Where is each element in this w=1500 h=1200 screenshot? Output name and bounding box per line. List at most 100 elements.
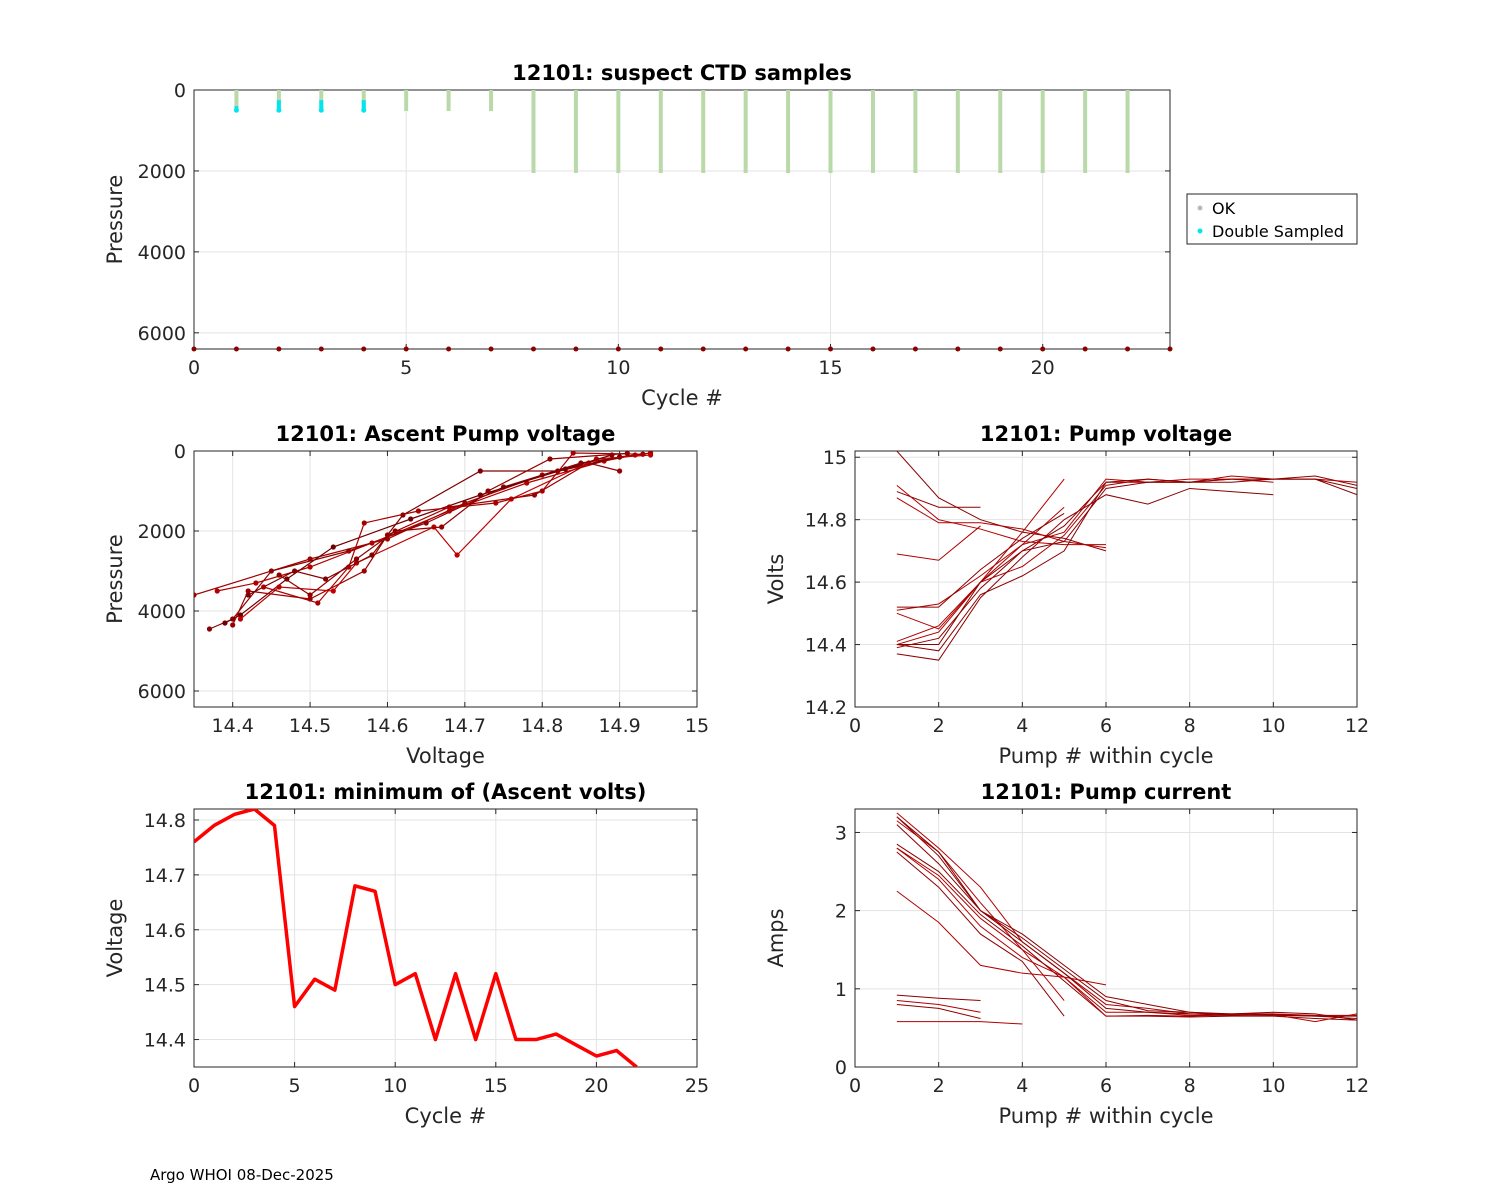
ascent-point	[194, 592, 197, 598]
ascent_volt-xtick-label: 14.8	[521, 715, 563, 737]
ascent-profile-line	[224, 456, 620, 624]
min_volt-axes-box	[193, 808, 698, 1068]
ascent_volt-ytick-label: 2000	[138, 521, 186, 543]
ascent-point	[454, 552, 460, 558]
pump-voltage-line	[896, 506, 1065, 611]
pump-current-line	[896, 851, 1065, 1017]
cycle-marker	[1125, 346, 1131, 352]
min_volt-title: 12101: minimum of (Ascent volts)	[245, 780, 647, 804]
double-sampled-point	[276, 107, 282, 113]
ascent-point	[206, 626, 213, 632]
ascent-point	[307, 592, 313, 598]
cycle-marker	[1082, 346, 1088, 352]
ascent-point	[361, 520, 367, 526]
pump_current-xtick-label: 8	[1184, 1075, 1196, 1097]
pump_current-ytick-label: 1	[835, 979, 847, 1001]
pump-current-line	[896, 847, 1357, 1023]
min_volt-ytick-label: 14.5	[144, 975, 186, 997]
pump-voltage-line	[896, 513, 1065, 608]
footer-text: Argo WHOI 08-Dec-2025	[150, 1166, 334, 1184]
ascent_volt-xtick-label: 14.6	[366, 715, 408, 737]
ascent-point	[392, 528, 398, 534]
cycle-marker	[1167, 346, 1173, 352]
ctd-xtick-label: 0	[188, 357, 200, 379]
ascent_volt-xtick-label: 14.4	[212, 715, 254, 737]
pump-voltage-line	[896, 484, 1106, 546]
pump_volt-xtick-label: 2	[933, 715, 945, 737]
ctd-ytick-label: 6000	[138, 323, 186, 345]
ascent-point	[493, 500, 499, 506]
pump-voltage-line	[896, 478, 1357, 646]
pump-current-line	[896, 1003, 981, 1020]
cycle-marker	[361, 346, 367, 352]
ctd-ylabel: Pressure	[103, 175, 127, 265]
min_volt-xtick-label: 5	[289, 1075, 301, 1097]
ascent-point	[245, 592, 251, 598]
ctd-xtick-label: 15	[818, 357, 842, 379]
pump_volt-xtick-label: 0	[849, 715, 861, 737]
pump_volt-xtick-label: 4	[1016, 715, 1028, 737]
pump_volt-xtick-label: 6	[1100, 715, 1112, 737]
min-voltage-line	[194, 809, 638, 1067]
ascent-point	[624, 451, 630, 456]
ascent-point	[330, 588, 336, 594]
double-sampled-point	[233, 107, 239, 113]
pump_volt-xtick-label: 10	[1261, 715, 1285, 737]
min_volt-plot-area	[194, 809, 697, 1067]
ascent-point	[415, 508, 422, 514]
cycle-marker	[743, 346, 749, 352]
pump_volt-title: 12101: Pump voltage	[980, 422, 1232, 446]
ascent-point	[253, 580, 259, 586]
pump_current-xlabel: Pump # within cycle	[999, 1104, 1214, 1128]
pump_volt-ylabel: Volts	[764, 554, 788, 605]
cycle-marker	[276, 346, 282, 352]
ascent_volt-title: 12101: Ascent Pump voltage	[276, 422, 616, 446]
cycle-marker	[530, 346, 536, 352]
min_volt-ytick-label: 14.6	[144, 920, 186, 942]
pump_current-xtick-label: 12	[1345, 1075, 1369, 1097]
ascent-point	[261, 584, 267, 590]
pump_volt-ytick-label: 15	[823, 447, 847, 469]
min_volt-ytick-label: 14.7	[144, 865, 186, 887]
ctd-ytick-label: 4000	[138, 242, 186, 264]
ctd-xtick-label: 10	[606, 357, 630, 379]
legend-label: OK	[1212, 199, 1236, 218]
ascent_volt-panel: 14.4 14.5 14.6 14.7 14.8 14.9 15 0 2000 4000 6000 1…	[103, 422, 709, 768]
pump-current-line	[896, 816, 1357, 1017]
ascent-point	[361, 568, 367, 574]
ascent-point	[439, 524, 445, 530]
ascent-point	[222, 620, 228, 626]
pump_current-xtick-label: 0	[849, 1075, 861, 1097]
cycle-marker	[573, 346, 579, 352]
cycle-marker	[955, 346, 961, 352]
double-sampled-point	[318, 107, 324, 113]
ascent-point	[276, 584, 282, 590]
pump_volt-ytick-label: 14.8	[805, 510, 847, 532]
pump_current-ytick-label: 3	[835, 822, 847, 844]
min_volt-xtick-label: 20	[584, 1075, 608, 1097]
pump_current-xtick-label: 2	[933, 1075, 945, 1097]
ascent-point	[214, 588, 220, 594]
pump-voltage-line	[896, 487, 1274, 661]
cycle-marker	[446, 346, 452, 352]
ascent-point	[237, 612, 244, 618]
min_volt-marks	[194, 809, 638, 1067]
ascent-point	[647, 452, 654, 458]
ctd-ytick-label: 0	[174, 80, 186, 102]
pump_current-ytick-label: 0	[835, 1057, 847, 1079]
ctd-plot-area	[194, 90, 1170, 349]
pump_current-title: 12101: Pump current	[981, 780, 1232, 804]
ascent-point	[446, 508, 452, 514]
legend-box	[1186, 193, 1358, 245]
pump-current-line	[896, 812, 1357, 1016]
min_volt-xtick-label: 15	[484, 1075, 508, 1097]
ascent-point	[322, 576, 329, 582]
ascent-profile-line	[278, 452, 628, 596]
cycle-marker	[318, 346, 324, 352]
ascent-point	[408, 516, 414, 522]
pump-current-line	[896, 1000, 981, 1013]
pump-current-line	[896, 824, 1357, 1021]
pump_current-xtick-label: 10	[1261, 1075, 1285, 1097]
ctd-xtick-label: 20	[1031, 357, 1055, 379]
